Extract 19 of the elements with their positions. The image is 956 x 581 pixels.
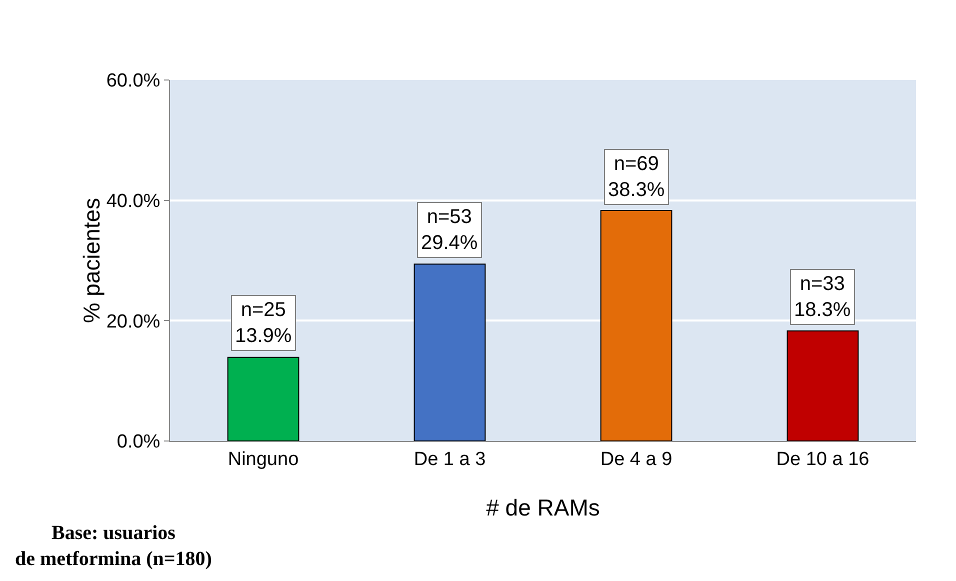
y-tick-label: 0.0%	[116, 432, 160, 453]
data-label: n=25 13.9%	[235, 299, 292, 347]
bar	[414, 264, 486, 441]
y-tick-label: 60.0%	[106, 70, 160, 92]
x-axis-title: # de RAMs	[486, 494, 600, 520]
text: Base: usuarios de metformina (n=180)	[15, 522, 212, 570]
data-label: n=33 18.3%	[794, 273, 851, 321]
bar	[227, 356, 300, 441]
data-label: n=69 38.3%	[608, 153, 665, 201]
y-tick-label: 20.0%	[106, 311, 160, 332]
x-tick-label: De 10 a 16	[776, 448, 870, 470]
x-tick-label: Ninguno	[228, 448, 299, 470]
x-tick-label: De 1 a 3	[414, 448, 486, 470]
x-tick-label: De 4 a 9	[600, 448, 672, 470]
y-axis-title: % pacientes	[78, 198, 104, 324]
bar	[786, 330, 859, 441]
data-label: n=53 29.4%	[421, 206, 478, 254]
y-tick-label: 40.0%	[106, 190, 160, 212]
bar	[600, 210, 672, 441]
